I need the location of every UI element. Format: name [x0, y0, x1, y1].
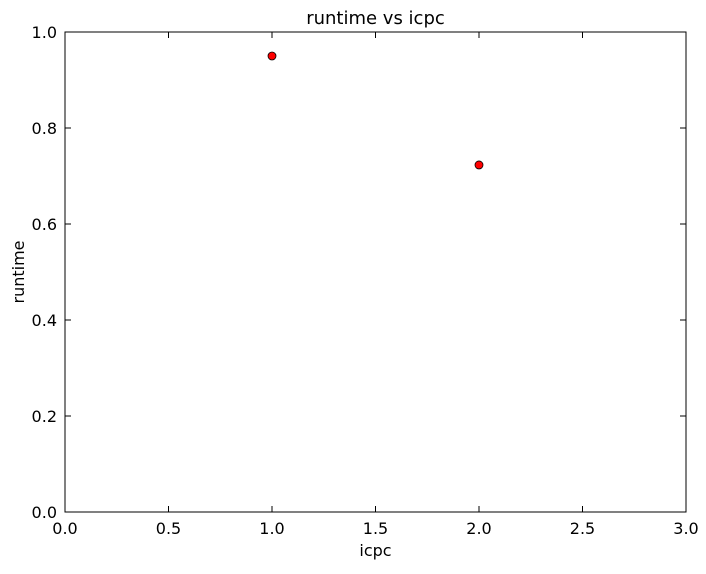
y-tick-label: 0.0: [32, 503, 57, 522]
data-point: [267, 51, 277, 61]
y-axis-title: runtime: [9, 240, 28, 303]
x-tick-label: 3.0: [673, 519, 698, 538]
x-tick-label: 2.5: [570, 519, 595, 538]
chart-title: runtime vs icpc: [306, 8, 445, 29]
x-tick-label: 1.5: [363, 519, 388, 538]
x-tick-label: 0.5: [156, 519, 181, 538]
data-point: [474, 160, 484, 170]
plot-area-frame: [64, 31, 687, 513]
x-axis-title: icpc: [359, 541, 391, 560]
x-tick-label: 0.0: [52, 519, 77, 538]
x-tick-label: 2.0: [466, 519, 491, 538]
y-tick-label: 0.8: [32, 119, 57, 138]
y-tick-label: 0.4: [32, 311, 57, 330]
data-points: [267, 51, 484, 170]
x-axis-ticks: 0.0 0.5 1.0 1.5 2.0 2.5 3.0: [52, 32, 699, 538]
y-tick-label: 0.6: [32, 215, 57, 234]
y-tick-label: 0.2: [32, 407, 57, 426]
y-axis-ticks: 0.0 0.2 0.4 0.6 0.8 1.0: [32, 23, 686, 522]
y-tick-label: 1.0: [32, 23, 57, 42]
x-tick-label: 1.0: [259, 519, 284, 538]
